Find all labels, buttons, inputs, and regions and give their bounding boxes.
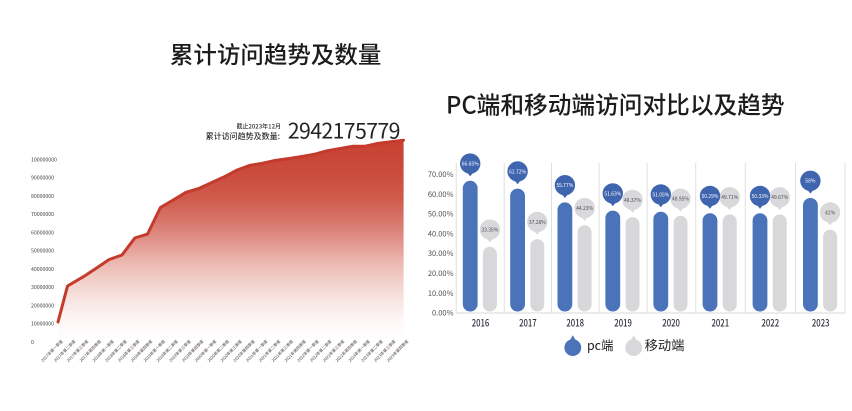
svg-text:50.33%: 50.33% bbox=[752, 192, 769, 200]
svg-text:40.00%: 40.00% bbox=[428, 228, 454, 239]
svg-text:60000000: 60000000 bbox=[31, 230, 54, 237]
svg-text:50.00%: 50.00% bbox=[428, 209, 454, 220]
svg-text:37.28%: 37.28% bbox=[529, 218, 546, 226]
svg-text:2016: 2016 bbox=[472, 316, 490, 330]
svg-text:0: 0 bbox=[31, 339, 34, 346]
svg-text:2019: 2019 bbox=[614, 316, 632, 330]
svg-text:60.00%: 60.00% bbox=[428, 189, 454, 200]
svg-text:2020: 2020 bbox=[662, 316, 680, 330]
svg-text:30.00%: 30.00% bbox=[428, 248, 454, 259]
svg-text:58%: 58% bbox=[805, 177, 815, 185]
svg-text:20.00%: 20.00% bbox=[428, 268, 454, 279]
svg-text:0.00%: 0.00% bbox=[432, 308, 454, 319]
svg-text:33.35%: 33.35% bbox=[481, 226, 498, 234]
svg-text:48.95%: 48.95% bbox=[672, 195, 689, 203]
svg-text:100000000: 100000000 bbox=[31, 157, 57, 164]
svg-text:70.00%: 70.00% bbox=[428, 169, 454, 180]
svg-text:49.67%: 49.67% bbox=[771, 193, 788, 201]
svg-text:2023: 2023 bbox=[812, 316, 830, 330]
svg-text:2022: 2022 bbox=[762, 316, 780, 330]
svg-text:截止2023年12月: 截止2023年12月 bbox=[236, 122, 281, 131]
svg-text:51.63%: 51.63% bbox=[604, 189, 621, 197]
svg-text:2017: 2017 bbox=[519, 316, 537, 330]
svg-text:50.29%: 50.29% bbox=[702, 192, 719, 200]
svg-text:40000000: 40000000 bbox=[31, 266, 54, 273]
svg-text:70000000: 70000000 bbox=[31, 211, 54, 218]
svg-text:累计访问趋势及数量:: 累计访问趋势及数量: bbox=[206, 131, 280, 142]
svg-text:44.23%: 44.23% bbox=[576, 204, 593, 212]
svg-text:30000000: 30000000 bbox=[31, 284, 54, 291]
svg-text:80000000: 80000000 bbox=[31, 193, 54, 200]
svg-text:10000000: 10000000 bbox=[31, 321, 54, 328]
svg-text:49.71%: 49.71% bbox=[721, 193, 738, 201]
svg-text:pc端: pc端 bbox=[587, 336, 613, 354]
svg-text:62.72%: 62.72% bbox=[509, 167, 526, 175]
svg-text:移动端: 移动端 bbox=[645, 335, 685, 354]
svg-text:2942175779: 2942175779 bbox=[288, 115, 400, 146]
svg-text:PC端和移动端访问对比以及趋势: PC端和移动端访问对比以及趋势 bbox=[446, 87, 785, 121]
svg-text:累计访问趋势及数量: 累计访问趋势及数量 bbox=[170, 36, 382, 70]
svg-text:10.00%: 10.00% bbox=[428, 288, 454, 299]
svg-text:55.77%: 55.77% bbox=[556, 181, 573, 189]
svg-text:90000000: 90000000 bbox=[31, 175, 54, 182]
svg-text:48.37%: 48.37% bbox=[624, 196, 641, 204]
svg-text:66.65%: 66.65% bbox=[462, 160, 479, 168]
svg-text:2018: 2018 bbox=[566, 316, 584, 330]
svg-text:42%: 42% bbox=[825, 208, 835, 216]
svg-text:20000000: 20000000 bbox=[31, 302, 54, 309]
svg-text:2021: 2021 bbox=[712, 316, 730, 330]
svg-text:51.05%: 51.05% bbox=[652, 190, 669, 198]
svg-text:50000000: 50000000 bbox=[31, 248, 54, 255]
